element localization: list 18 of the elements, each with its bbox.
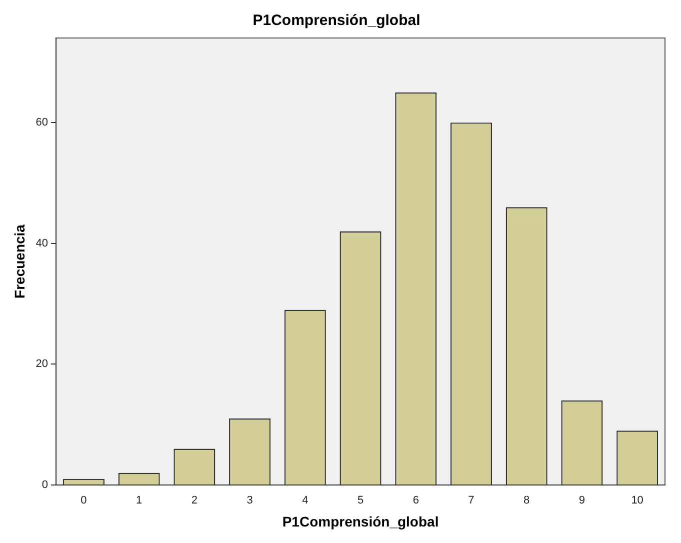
y-axis-title: Frecuencia	[11, 224, 28, 298]
x-tick-label: 3	[246, 494, 253, 507]
chart-title: P1Comprensión_global	[252, 12, 420, 30]
y-tick-label: 20	[36, 358, 48, 370]
x-tick-label: 10	[631, 494, 644, 507]
x-tick-label: 2	[191, 494, 198, 507]
x-axis-title: P1Comprensión_global	[282, 513, 439, 530]
x-tick-label: 1	[136, 494, 142, 507]
x-tick-label: 5	[357, 494, 364, 507]
y-tick-label: 0	[42, 479, 48, 492]
x-tick-label: 4	[302, 494, 308, 507]
x-tick-label: 7	[468, 494, 474, 507]
x-tick-label: 6	[412, 494, 419, 507]
y-tick-label: 40	[36, 237, 48, 250]
x-tick-label: 9	[578, 494, 586, 507]
x-tick-label: 8	[524, 494, 530, 507]
x-tick-label: 0	[80, 494, 87, 507]
y-tick-label: 60	[36, 116, 48, 129]
